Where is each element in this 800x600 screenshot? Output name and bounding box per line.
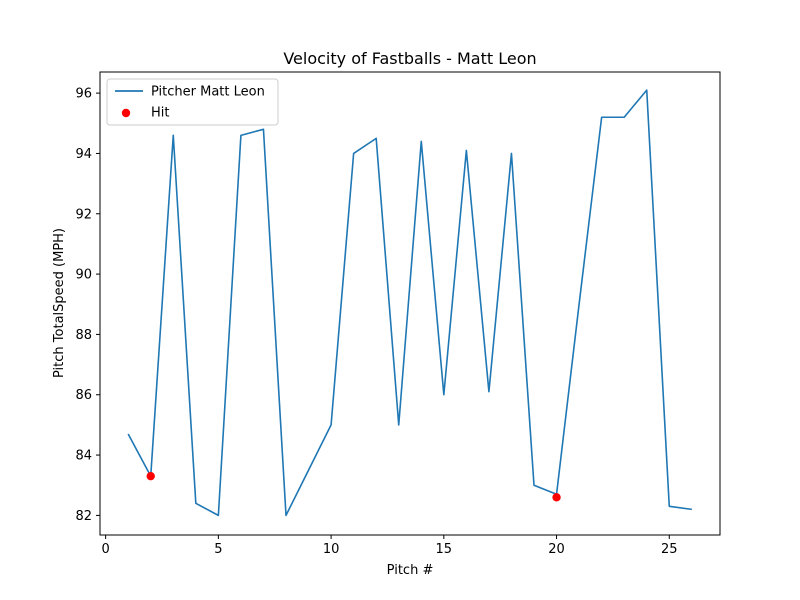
series-line-matt-leon: [127, 89, 692, 517]
y-tick-label: 96: [75, 87, 92, 102]
plot-frame: [99, 71, 721, 536]
legend-box: [106, 78, 279, 126]
chart-title: Velocity of Fastballs - Matt Leon: [283, 49, 536, 68]
legend: Pitcher Matt Leon Hit: [106, 78, 279, 126]
plot-area: 0 5 10 15 20 25 82 84 86 88 90 92 94 96: [75, 71, 721, 557]
y-axis-label: Pitch TotalSpeed (MPH): [52, 228, 67, 378]
y-tick-label: 86: [75, 388, 92, 403]
x-tick-label: 5: [214, 542, 222, 557]
y-tick-label: 82: [75, 509, 92, 524]
x-tick-label: 10: [323, 542, 340, 557]
x-tick-label: 15: [436, 542, 453, 557]
legend-swatch-marker: [121, 108, 131, 118]
hit-point: [146, 471, 155, 481]
x-tick-label: 25: [661, 542, 678, 557]
y-tick-label: 92: [75, 207, 92, 222]
y-tick-label: 94: [75, 147, 92, 162]
x-tick-label: 0: [101, 542, 109, 557]
x-tick-label: 20: [548, 542, 565, 557]
y-tick-label: 84: [75, 449, 92, 464]
x-axis-label: Pitch #: [387, 563, 434, 578]
y-tick-label: 88: [75, 328, 92, 343]
legend-label: Hit: [151, 106, 169, 121]
hit-point: [552, 493, 561, 502]
y-tick-label: 90: [75, 268, 92, 283]
legend-label: Pitcher Matt Leon: [151, 85, 265, 100]
